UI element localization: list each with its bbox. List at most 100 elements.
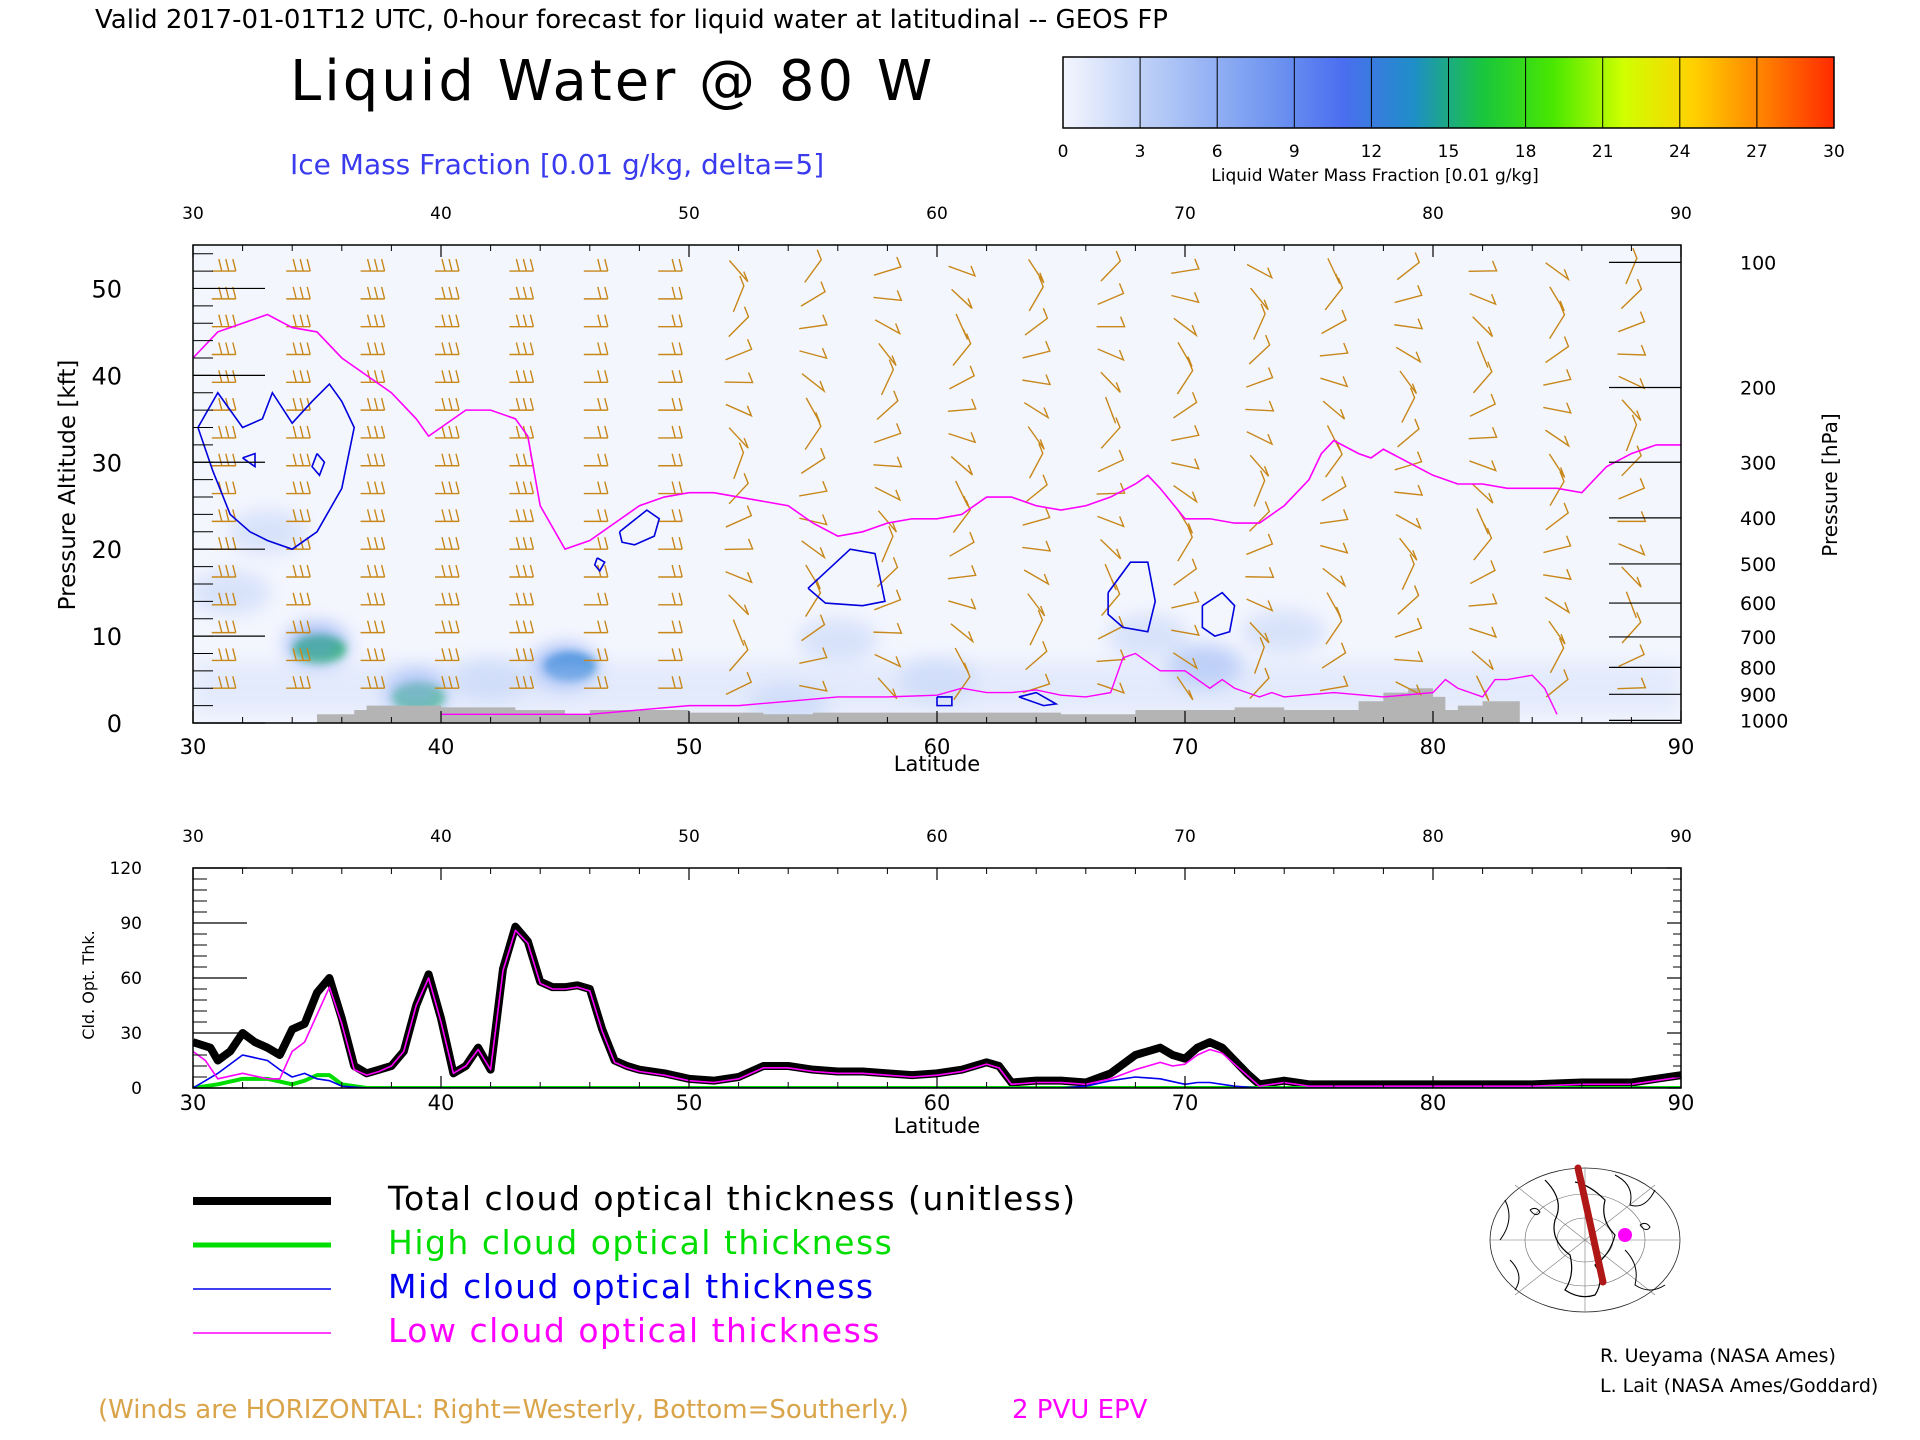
wind-barb (1022, 540, 1052, 552)
wind-barb (1177, 526, 1193, 562)
colorbar-tick-label: 27 (1746, 142, 1768, 162)
x-tick-label-bottom: 50 (676, 735, 703, 759)
x-tick-label-top: 30 (182, 204, 204, 224)
wind-barb (725, 403, 753, 418)
wind-barb (1023, 569, 1050, 586)
wind-barb (1249, 667, 1270, 699)
pressure-tick-label: 1000 (1740, 710, 1788, 732)
x-tick-label-top: 70 (1174, 827, 1196, 847)
wind-barb (1246, 367, 1274, 388)
wind-barb (1618, 543, 1646, 556)
wind-barb (211, 676, 237, 689)
wind-barb (1394, 651, 1424, 663)
ice-mass-contours (197, 382, 1236, 707)
wind-barb (1319, 675, 1349, 692)
wind-barb (583, 509, 609, 523)
wind-barb (658, 286, 683, 300)
credit-2: L. Lait (NASA Ames/Goddard) (1600, 1375, 1878, 1397)
wind-barb (1618, 375, 1646, 390)
high-optical-thickness-line (193, 1073, 1681, 1088)
wind-barb (1177, 342, 1193, 367)
wind-barb (725, 571, 753, 584)
wind-barb (728, 260, 749, 283)
wind-barb (1394, 451, 1423, 471)
wind-barb (1096, 649, 1126, 663)
epv-2pvu-contours (193, 313, 1681, 716)
x-tick-label-bottom: 60 (924, 735, 951, 759)
wind-barb (873, 423, 902, 444)
wind-barb (1473, 528, 1493, 561)
wind-barb (1397, 418, 1420, 448)
wind-barb (658, 481, 683, 495)
y-tick-label: 10 (91, 623, 122, 651)
wind-barb (1621, 399, 1642, 421)
wind-barb (435, 648, 460, 662)
y-tick-label: 60 (120, 969, 142, 989)
wind-barb (509, 286, 535, 300)
x-tick-label-top: 90 (1670, 827, 1692, 847)
wind-barb (1027, 258, 1045, 284)
x-tick-label-top: 40 (430, 204, 452, 224)
y-axis-label-right: Pressure [hPa] (1818, 413, 1842, 556)
ice-contour (807, 548, 886, 607)
ice-contour (197, 382, 356, 551)
wind-barb (953, 666, 971, 701)
wind-barb (509, 564, 535, 578)
wind-barb (873, 456, 903, 468)
wind-barb (1471, 483, 1494, 504)
wind-barb (1322, 400, 1346, 420)
wind-barb (732, 275, 745, 313)
pressure-tick-label: 800 (1740, 657, 1776, 679)
wind-barb (509, 425, 535, 439)
wind-barb (1395, 681, 1423, 697)
wind-barb (799, 680, 828, 692)
liquid-water-blob (1107, 614, 1189, 659)
wind-barb (360, 509, 386, 523)
wind-barb (1022, 673, 1051, 694)
x-tick-label-bottom: 40 (428, 1091, 455, 1115)
wind-barb (1246, 598, 1274, 612)
colorbar-tick-label: 9 (1289, 142, 1300, 162)
wind-barb (360, 481, 386, 495)
wind-barb (1620, 278, 1643, 310)
wind-barb (881, 526, 894, 563)
wind-barb (804, 582, 822, 618)
wind-barb (873, 290, 903, 302)
wind-barb (1246, 263, 1274, 280)
wind-barb (435, 509, 460, 523)
colorbar-tick-label: 3 (1135, 142, 1146, 162)
wind-barb (1617, 677, 1647, 690)
colorbar: 0 3 6 9 12 15 18 21 24 27 30 (1058, 56, 1845, 162)
wind-barb (1471, 650, 1494, 671)
wind-barb (509, 509, 535, 523)
x-tick-label-bottom: 40 (428, 735, 455, 759)
wind-barb (509, 676, 535, 689)
terrain-profile (317, 688, 1681, 723)
wind-barb (1173, 484, 1198, 504)
wind-barb (1401, 387, 1416, 423)
x-tick-label-top: 30 (182, 827, 204, 847)
wind-barb (878, 343, 897, 366)
main-title: Liquid Water @ 80 W (290, 49, 935, 114)
wind-barb (435, 397, 460, 411)
wind-barb (360, 258, 386, 272)
wind-barb (949, 365, 976, 390)
wind-barb (876, 390, 899, 421)
wind-barb (1543, 535, 1572, 554)
wind-barb (799, 480, 828, 497)
y-tick-label: 40 (91, 362, 122, 390)
wind-barb (360, 564, 386, 578)
wind-barb (435, 314, 460, 328)
wind-barb (1476, 508, 1489, 535)
wind-barb (1176, 360, 1194, 395)
wind-barb (286, 342, 311, 356)
wind-barb (725, 671, 753, 696)
wind-barb (1545, 502, 1570, 531)
wind-barb (801, 540, 826, 560)
wind-barb (874, 589, 902, 611)
wind-barb (1468, 426, 1498, 440)
wind-barb (658, 537, 683, 550)
y-tick-label: 20 (91, 536, 122, 564)
wind-barb (583, 258, 609, 272)
